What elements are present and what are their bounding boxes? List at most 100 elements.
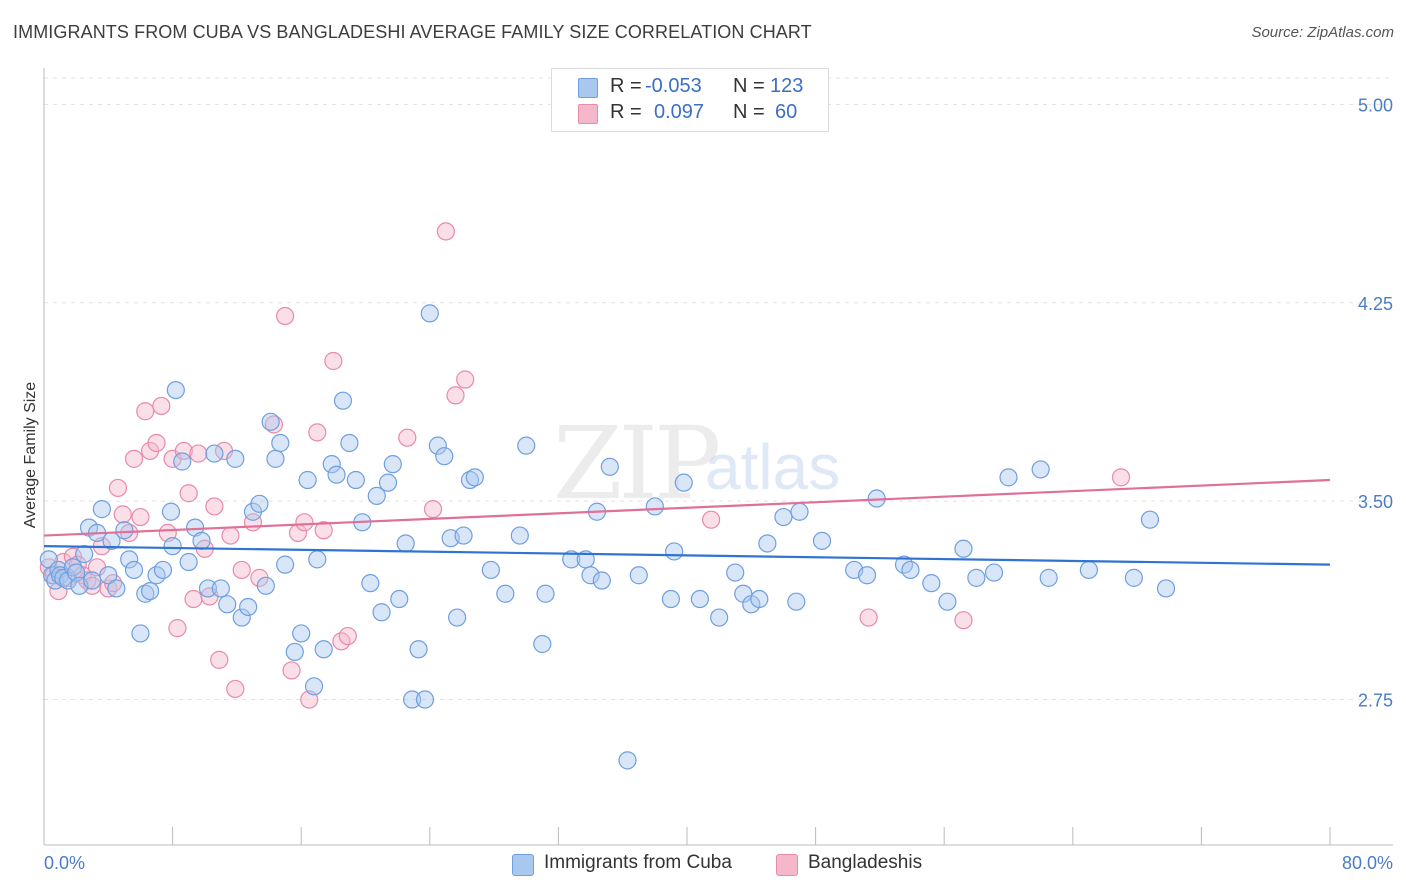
cuba-point (690, 589, 709, 609)
cuba-point (448, 608, 467, 627)
cuba-point (140, 581, 160, 601)
bangladeshi-point (226, 679, 245, 699)
cuba-point (333, 391, 353, 410)
bangladeshi-point (147, 433, 166, 453)
cuba-point (1156, 579, 1176, 598)
cuba-point (581, 566, 600, 585)
x-tick-label-max: 80.0% (1342, 853, 1393, 873)
legend-row-cuba: R = -0.053 N = 123 (552, 75, 828, 101)
cuba-point (901, 560, 920, 580)
cuba-point (787, 592, 806, 611)
cuba-point (435, 447, 454, 466)
cuba-point (163, 537, 182, 556)
cuba-point (510, 526, 529, 545)
bangladeshi-point (232, 560, 251, 580)
cuba-point (517, 436, 536, 455)
cuba-legend-label: Immigrants from Cuba (544, 852, 732, 873)
cuba-point (115, 521, 134, 540)
cuba-point (1124, 568, 1143, 587)
bangladeshi-point (1111, 468, 1131, 487)
cuba-point (496, 584, 515, 603)
cuba-point (131, 624, 150, 643)
cuba-point (192, 531, 211, 550)
cuba-point (136, 584, 155, 603)
cuba-point (857, 566, 877, 585)
bangladeshi-point (131, 507, 150, 527)
correlation-legend: R = -0.053 N = 123 R = 0.097 N = 60 (551, 68, 829, 132)
cuba-point (665, 542, 684, 561)
cuba-point (166, 380, 185, 400)
bangladeshi-point (324, 351, 343, 371)
cuba-point (409, 640, 428, 659)
cuba-point (226, 449, 245, 468)
bangladeshi-legend-swatch (776, 854, 798, 876)
cuba-point (420, 304, 439, 323)
x-tick-label-min: 0.0% (44, 853, 85, 873)
cuba-point (124, 560, 144, 580)
bangladeshi-point (308, 423, 327, 442)
cuba-point (383, 455, 402, 474)
cuba-point (481, 560, 500, 580)
cuba-point (314, 640, 333, 659)
cuba-point (460, 470, 480, 490)
legend-n-label: N = (733, 75, 765, 97)
bangladeshi-point (954, 611, 973, 630)
cuba-point (938, 592, 957, 611)
bangladeshi-point (205, 497, 224, 516)
bangladeshi-point (446, 386, 465, 405)
legend-r-label: R = (610, 75, 642, 97)
bangladeshi-point (314, 521, 333, 540)
cuba-point (533, 634, 552, 654)
cuba-point (153, 560, 173, 580)
cuba-point (179, 552, 198, 572)
bangladeshi-points (39, 222, 1131, 709)
cuba-point (454, 526, 473, 545)
cuba-point (1031, 460, 1050, 479)
cuba-point (465, 468, 484, 487)
cuba-point (726, 563, 745, 582)
cuba-point (710, 608, 729, 627)
cuba-point (99, 566, 118, 585)
cuba-point (367, 486, 386, 505)
cuba-point (1140, 510, 1160, 529)
cuba-point (396, 534, 415, 553)
legend-r-label: R = (610, 101, 642, 123)
cuba-point (1039, 568, 1058, 587)
legend-r-value: -0.053 (645, 75, 702, 97)
cuba-point (999, 468, 1018, 487)
cuba-point (120, 550, 139, 569)
bangladeshi-point (113, 505, 132, 524)
cuba-point (812, 531, 832, 550)
cuba-point (750, 589, 769, 609)
bangladeshi-point (859, 608, 878, 627)
cuba-point (292, 624, 311, 643)
watermark-atlas: atlas (705, 431, 841, 503)
cuba-point (428, 436, 447, 455)
tick-labels: 2.75 3.50 4.25 5.00 0.0% 80.0% (44, 95, 1393, 873)
y-tick-label: 5.00 (1358, 95, 1393, 115)
bangladeshi-point (264, 415, 283, 434)
cuba-point (92, 500, 111, 519)
cuba-point (298, 470, 317, 490)
cuba-point (967, 568, 986, 587)
bangladeshi-point (168, 619, 187, 638)
legend-n-value: 123 (770, 75, 804, 97)
cuba-point (161, 502, 181, 521)
cuba-point (645, 497, 664, 516)
cuba-point (674, 473, 693, 492)
bangladeshi-point (276, 306, 295, 326)
cuba-point (322, 455, 341, 474)
cuba-point (1079, 560, 1098, 580)
bangladeshi-point (184, 589, 203, 609)
cuba-point (790, 502, 809, 521)
chart-source: Source: ZipAtlas.com (1251, 24, 1394, 41)
cuba-point (83, 571, 102, 590)
cuba-point (340, 433, 359, 453)
cuba-point (276, 555, 295, 574)
cuba-point (261, 412, 280, 431)
bangladeshi-point (221, 526, 240, 545)
cuba-point (346, 470, 365, 490)
cuba-point (218, 595, 237, 614)
bangladeshi-point (295, 513, 314, 532)
